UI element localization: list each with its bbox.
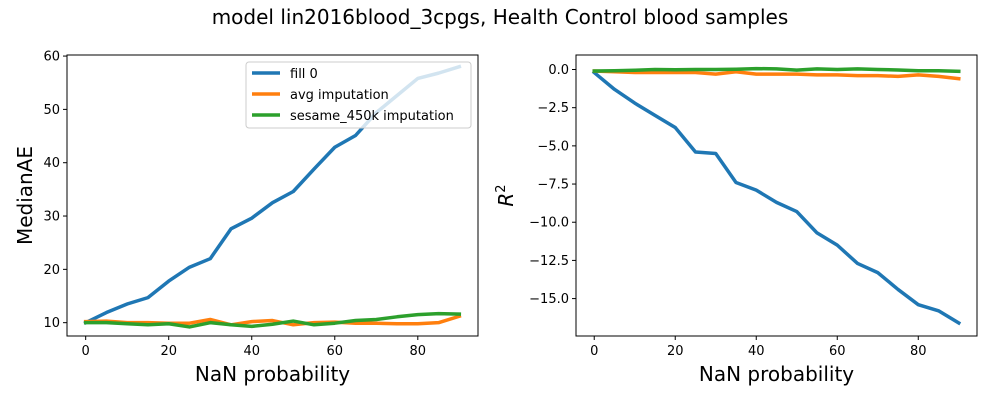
x-tick-label: 20 — [667, 344, 684, 359]
legend-label-2: sesame_450k imputation — [290, 109, 454, 124]
series-line-1 — [83, 314, 462, 327]
y-tick-label: 30 — [43, 210, 60, 225]
series-line-1 — [592, 69, 961, 81]
series-line-0 — [591, 70, 962, 326]
y-axis-label: MedianAE — [13, 146, 37, 245]
y-tick-label: −7.5 — [537, 178, 569, 193]
x-tick-label: 80 — [910, 344, 927, 359]
x-tick-label: 20 — [160, 344, 177, 359]
x-tick-label: 40 — [748, 344, 765, 359]
x-tick-label: 0 — [590, 344, 598, 359]
x-tick-label: 40 — [243, 344, 260, 359]
y-tick-label: −5.0 — [537, 139, 569, 154]
series-line-2 — [592, 66, 961, 74]
figure-title: model lin2016blood_3cpgs, Health Control… — [212, 5, 789, 29]
x-tick-label: 80 — [410, 344, 427, 359]
y-tick-label: 40 — [43, 156, 60, 171]
x-axis-label: NaN probability — [195, 362, 350, 386]
legend-label-1: avg imputation — [290, 88, 389, 103]
y-tick-label: 10 — [43, 316, 60, 331]
right-subplot-r2: 0 20 40 60 80 0.0 −2.5 −5.0 −7.5 −10.0 −12.5 −15.0 N… — [494, 54, 978, 386]
legend-box — [245, 61, 472, 129]
y-tick-label: −2.5 — [537, 101, 569, 116]
y-tick-label: −15.0 — [529, 292, 569, 307]
series-line-2 — [83, 311, 462, 329]
y-tick-label: 50 — [43, 103, 60, 118]
legend: fill 0 avg imputation sesame_450k imputati… — [245, 61, 472, 129]
x-tick-label: 0 — [82, 344, 90, 359]
x-tick-label: 60 — [829, 344, 846, 359]
y-tick-label: −10.0 — [529, 216, 569, 231]
y-axis-label: R2 — [494, 184, 518, 206]
axes-frame — [575, 54, 978, 337]
y-tick-label: 20 — [43, 263, 60, 278]
x-tick-label: 60 — [326, 344, 343, 359]
y-tick-label: 0.0 — [548, 63, 569, 78]
x-axis-label: NaN probability — [699, 362, 854, 386]
left-subplot-medianae: 0 20 40 60 80 10 20 30 40 50 60 NaN probability Medi… — [13, 50, 479, 386]
y-tick-label: −12.5 — [529, 254, 569, 269]
axes-frame — [66, 54, 479, 337]
series-lines — [591, 66, 962, 326]
legend-label-0: fill 0 — [290, 67, 318, 82]
y-tick-label: 60 — [43, 50, 60, 65]
